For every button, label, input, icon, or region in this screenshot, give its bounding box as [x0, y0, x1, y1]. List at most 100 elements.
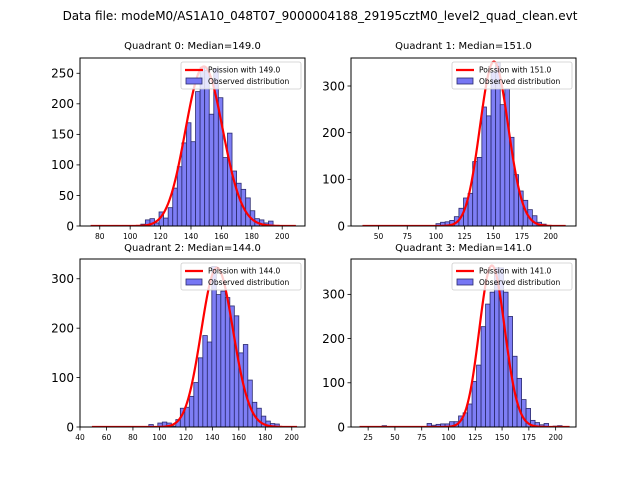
histogram-bar [233, 315, 240, 427]
y-tick-label: 0 [66, 219, 74, 233]
x-tick-label: 150 [486, 232, 501, 241]
histogram-bar [181, 142, 187, 226]
histogram-bar [193, 382, 199, 427]
y-tick-label: 100 [51, 158, 74, 172]
y-tick-label: 250 [51, 67, 74, 81]
y-tick-label: 0 [337, 219, 345, 233]
axes-frame [79, 258, 306, 428]
legend-line-label: Poission with 151.0 [479, 66, 552, 75]
panel-quadrant-2: Quadrant 2: Median=144.0 0 100 200 300 40 60 8… [51, 243, 306, 442]
x-tick-label: 100 [152, 433, 167, 442]
x-tick-label: 25 [363, 433, 373, 442]
x-tick-label: 80 [95, 232, 105, 241]
legend-line-label: Poission with 141.0 [479, 267, 552, 276]
panel-title: Quadrant 0: Median=149.0 [124, 41, 261, 52]
histogram-bar [268, 220, 274, 226]
x-tick-label: 50 [374, 232, 384, 241]
legend: Poission with 149.0 Observed distribution [180, 61, 302, 90]
plot-area [91, 266, 298, 427]
x-tick-label: 50 [390, 433, 400, 442]
legend-line-label: Poission with 144.0 [208, 267, 281, 276]
panel-quadrant-0: Quadrant 0: Median=149.0 0 50 100 150 200 250… [51, 41, 306, 241]
histogram-bar [176, 166, 183, 226]
histogram-bar [148, 424, 154, 427]
histogram-bar [224, 297, 231, 427]
histogram-bar [227, 132, 233, 226]
histogram-bar [197, 357, 204, 427]
histogram-bar [167, 207, 174, 226]
y-tick-label: 150 [51, 128, 74, 142]
panel-title: Quadrant 2: Median=144.0 [124, 243, 261, 254]
x-tick-label: 140 [205, 433, 220, 442]
histogram-bar [163, 217, 169, 226]
x-tick-label: 180 [245, 232, 260, 241]
histogram-bar [485, 303, 491, 427]
x-tick-label: 120 [179, 433, 194, 442]
x-tick-label: 125 [457, 232, 472, 241]
histogram-bar [195, 91, 201, 226]
histogram-bar [188, 395, 195, 427]
x-tick-label: 200 [275, 232, 290, 241]
y-tick-label: 300 [322, 288, 345, 302]
histogram-bar [486, 115, 492, 226]
y-tick-label: 50 [59, 189, 74, 203]
y-tick-label: 200 [322, 126, 345, 140]
histogram-bar [190, 141, 196, 226]
panel-title: Quadrant 1: Median=151.0 [395, 41, 532, 52]
axes-frame [79, 57, 306, 227]
x-tick-label: 75 [417, 433, 427, 442]
poisson-fit-line [359, 264, 571, 427]
histogram-bar [467, 403, 473, 427]
x-tick-label: 60 [102, 433, 112, 442]
panel-quadrant-3: Quadrant 3: Median=141.0 0 100 200 300 25 50 7… [322, 243, 577, 442]
histogram-bar [489, 291, 495, 427]
plot-area [361, 60, 567, 226]
y-tick-label: 200 [51, 321, 74, 335]
panel-quadrant-1: Quadrant 1: Median=151.0 0 100 200 300 50 75 1… [322, 41, 577, 241]
x-tick-label: 120 [153, 232, 168, 241]
panel-title: Quadrant 3: Median=141.0 [395, 243, 532, 254]
x-tick-label: 100 [123, 232, 138, 241]
x-tick-label: 175 [522, 433, 537, 442]
legend-bar-label: Observed distribution [208, 77, 289, 86]
histogram-bar [172, 187, 178, 226]
histogram-bar [525, 408, 531, 427]
histogram-bar [481, 106, 487, 226]
y-tick-label: 0 [66, 420, 74, 434]
y-tick-label: 300 [322, 79, 345, 93]
y-tick-label: 0 [337, 420, 345, 434]
x-tick-label: 140 [184, 232, 199, 241]
legend-box [180, 61, 302, 90]
histogram-bar [521, 399, 527, 427]
x-tick-label: 40 [75, 433, 85, 442]
histogram-bar [480, 326, 486, 427]
histogram-bar [211, 266, 217, 427]
histogram-bar [476, 364, 482, 427]
y-tick-label: 100 [322, 376, 345, 390]
axes-frame [350, 57, 577, 227]
legend-bar-swatch [456, 77, 474, 85]
histogram-bar [222, 157, 228, 226]
histogram-bar [220, 290, 226, 427]
figure-suptitle: Data file: modeM0/AS1A10_048T07_90000041… [63, 9, 578, 23]
axes-frame [350, 258, 577, 428]
poisson-fit-line [361, 60, 567, 226]
x-tick-label: 100 [441, 433, 456, 442]
legend-box [451, 262, 573, 291]
legend-line-label: Poission with 149.0 [208, 66, 281, 75]
legend-bar-label: Observed distribution [479, 77, 560, 86]
histogram-bar [202, 335, 208, 427]
x-tick-label: 160 [214, 232, 229, 241]
histogram-bar [208, 113, 215, 226]
histogram-bar [215, 294, 222, 427]
histogram-bar [476, 156, 483, 226]
y-tick-label: 100 [322, 173, 345, 187]
legend-bar-label: Observed distribution [208, 278, 289, 287]
histogram-bar [471, 381, 477, 427]
legend-bar-swatch [185, 77, 203, 85]
histogram-bar [490, 71, 497, 226]
legend: Poission with 151.0 Observed distribution [451, 61, 573, 90]
legend-bar-label: Observed distribution [479, 278, 560, 287]
legend-box [451, 61, 573, 90]
